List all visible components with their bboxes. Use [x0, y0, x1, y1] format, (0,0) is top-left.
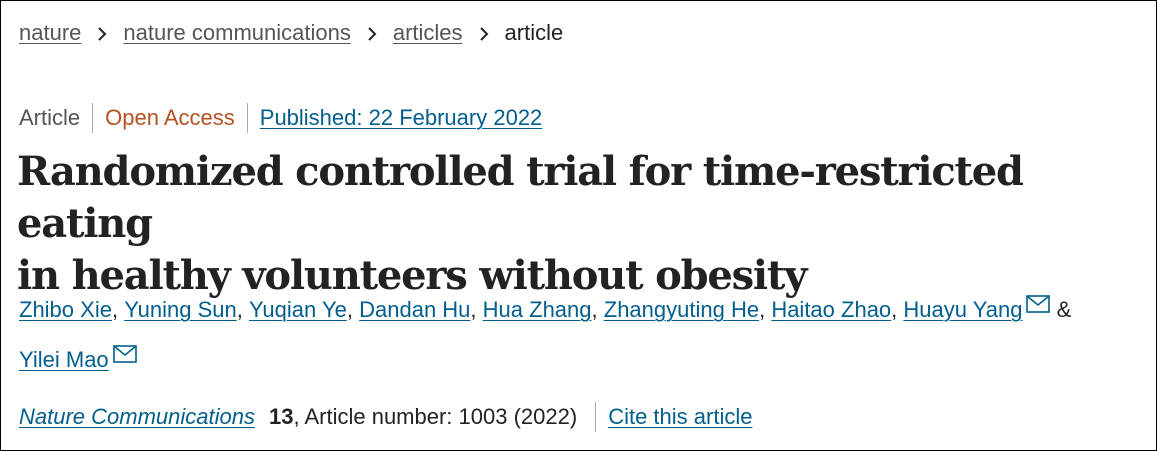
author-separator: , [346, 297, 360, 322]
citation: Nature Communications 13 , Article numbe… [19, 402, 752, 432]
title-line-2: in healthy volunteers without obesity [17, 252, 807, 299]
author-separator: , [111, 297, 125, 322]
author-separator: , [236, 297, 249, 322]
author-separator: , [470, 297, 483, 322]
article-type: Article [19, 105, 81, 130]
breadcrumb-link-articles[interactable]: articles [392, 20, 463, 45]
article-meta: Article Open Access Published: 22 Februa… [19, 103, 542, 133]
corresponding-author-link[interactable]: Yilei Mao [19, 347, 109, 372]
chevron-right-icon [351, 20, 393, 46]
breadcrumb: nature nature communications articles ar… [19, 20, 563, 46]
author-link[interactable]: Zhibo Xie [19, 297, 112, 322]
author-ampersand: & [1056, 297, 1072, 322]
divider [246, 103, 248, 133]
article-number: , Article number: 1003 (2022) [293, 404, 578, 429]
divider [595, 402, 597, 432]
chevron-right-icon [463, 20, 505, 46]
author-separator: , [759, 297, 772, 322]
title-line-1: Randomized controlled trial for time-res… [17, 148, 1024, 247]
chevron-right-icon [81, 20, 123, 46]
author-separator: , [591, 297, 604, 322]
author-link[interactable]: Yuning Sun [124, 297, 237, 322]
cite-this-article-link[interactable]: Cite this article [608, 404, 753, 429]
breadcrumb-link-nature-communications[interactable]: nature communications [123, 20, 351, 45]
journal-link[interactable]: Nature Communications [19, 404, 255, 429]
divider [92, 103, 94, 133]
author-link[interactable]: Dandan Hu [359, 297, 471, 322]
corresponding-author-link[interactable]: Huayu Yang [903, 297, 1023, 322]
mail-icon[interactable] [1026, 283, 1051, 329]
breadcrumb-link-nature[interactable]: nature [19, 20, 82, 45]
mail-icon[interactable] [112, 333, 137, 379]
author-link[interactable]: Haitao Zhao [771, 297, 892, 322]
open-access-label: Open Access [105, 105, 235, 130]
breadcrumb-current: article [504, 20, 564, 45]
author-list: Zhibo Xie, Yuning Sun, Yuqian Ye, Dandan… [19, 283, 1149, 383]
author-link[interactable]: Hua Zhang [482, 297, 592, 322]
author-link[interactable]: Zhangyuting He [603, 297, 760, 322]
volume-number: 13 [268, 404, 294, 429]
author-separator: , [891, 297, 904, 322]
published-date-link[interactable]: Published: 22 February 2022 [259, 105, 543, 130]
author-link[interactable]: Yuqian Ye [248, 297, 347, 322]
article-title: Randomized controlled trial for time-res… [17, 146, 1147, 302]
